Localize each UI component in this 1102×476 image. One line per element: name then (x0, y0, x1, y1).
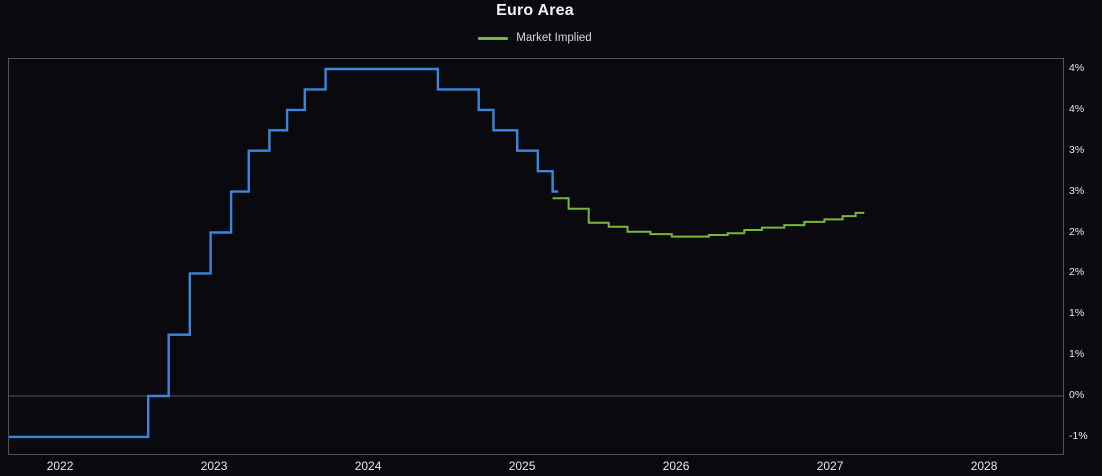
y-tick-label: 2% (1069, 225, 1085, 238)
series-line-policy-rate (9, 67, 559, 439)
x-tick-label: 2026 (662, 459, 690, 473)
x-tick-label: 2027 (816, 459, 844, 473)
y-tick-label: 3% (1069, 184, 1085, 197)
y-tick-label: 4% (1069, 102, 1085, 115)
y-tick-label: 3% (1069, 143, 1085, 156)
series-line-market-implied (552, 197, 865, 238)
y-tick-label: 1% (1069, 348, 1085, 361)
x-tick-label: 2024 (354, 459, 382, 473)
x-tick-label: 2025 (508, 459, 536, 473)
x-tick-label: 2028 (970, 459, 998, 473)
y-tick-label: 2% (1069, 266, 1085, 279)
legend-line-icon (478, 36, 509, 40)
legend-item-market-implied[interactable]: Market Implied (478, 32, 592, 44)
x-tick-label: 2022 (46, 459, 74, 473)
plot-area[interactable] (8, 58, 1064, 455)
legend: Market Implied (8, 32, 1062, 44)
legend-label: Market Implied (516, 32, 592, 44)
y-tick-label: 1% (1069, 307, 1085, 320)
chart-svg (9, 67, 1063, 439)
y-tick-label: -1% (1069, 429, 1088, 442)
x-tick-label: 2023 (200, 459, 228, 473)
y-tick-label: 4% (1069, 61, 1085, 74)
chart-title: Euro Area (496, 2, 574, 19)
y-tick-label: 0% (1069, 389, 1085, 402)
